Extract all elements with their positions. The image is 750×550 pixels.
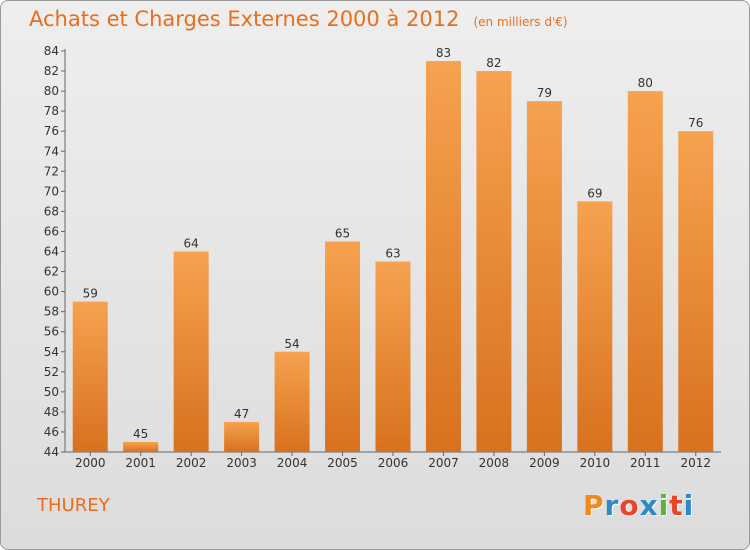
data-label-2010: 69 — [587, 186, 602, 200]
logo-letter: i — [683, 489, 695, 522]
bar-2000 — [72, 301, 108, 452]
y-tick-label: 84 — [44, 44, 59, 58]
data-label-2003: 47 — [234, 407, 249, 421]
proxiti-logo: Proxiti — [583, 489, 694, 522]
x-tick-label-2007: 2007 — [428, 456, 459, 470]
logo-letter: r — [604, 489, 620, 522]
chart-title: Achats et Charges Externes 2000 à 2012 — [29, 7, 460, 31]
bar-2008 — [476, 71, 512, 453]
y-tick-label: 72 — [44, 164, 59, 178]
chart-title-block: Achats et Charges Externes 2000 à 2012 (e… — [29, 7, 568, 31]
y-tick-label: 78 — [44, 104, 59, 118]
bar-2005 — [325, 241, 361, 452]
logo-letter: x — [639, 489, 659, 522]
data-label-2012: 76 — [688, 116, 703, 130]
y-tick-label: 82 — [44, 64, 59, 78]
y-tick-label: 46 — [44, 425, 59, 439]
bar-2004 — [274, 351, 310, 452]
data-label-2007: 83 — [436, 46, 451, 60]
logo-letter: o — [619, 489, 640, 522]
bar-2006 — [375, 261, 411, 452]
x-tick-label-2004: 2004 — [277, 456, 308, 470]
y-tick-label: 56 — [44, 325, 59, 339]
y-tick-label: 70 — [44, 184, 59, 198]
x-tick-label-2008: 2008 — [479, 456, 510, 470]
bar-2011 — [627, 91, 663, 452]
y-tick-label: 62 — [44, 265, 59, 279]
data-label-2011: 80 — [638, 76, 653, 90]
data-label-2001: 45 — [133, 427, 148, 441]
y-tick-label: 64 — [44, 245, 59, 259]
bar-2012 — [678, 131, 714, 452]
y-tick-label: 44 — [44, 445, 59, 459]
chart-subtitle: (en milliers d'€) — [473, 15, 568, 29]
bar-2003 — [224, 421, 260, 452]
data-label-2006: 63 — [385, 247, 400, 261]
bar-2010 — [577, 201, 613, 452]
x-tick-label-2006: 2006 — [378, 456, 409, 470]
y-tick-label: 50 — [44, 385, 59, 399]
x-tick-label-2011: 2011 — [630, 456, 661, 470]
bar-2002 — [173, 251, 209, 452]
data-label-2002: 64 — [184, 237, 199, 251]
y-tick-label: 74 — [44, 144, 59, 158]
x-tick-label-2005: 2005 — [327, 456, 358, 470]
x-tick-label-2001: 2001 — [125, 456, 156, 470]
chart-axes: 44 46 48 50 52 54 56 58 60 62 64 66 68 70 72 74 76 78 80 82… — [44, 44, 721, 470]
data-label-2008: 82 — [486, 56, 501, 70]
y-tick-label: 48 — [44, 405, 59, 419]
y-tick-label: 66 — [44, 224, 59, 238]
commune-name: THUREY — [37, 495, 110, 516]
y-tick-label: 54 — [44, 345, 59, 359]
logo-letter: i — [658, 489, 670, 522]
chart-bars: 59 45 64 47 54 65 63 83 82 79 69 80 76 — [72, 46, 714, 453]
data-label-2000: 59 — [83, 287, 98, 301]
data-label-2005: 65 — [335, 226, 350, 240]
bar-2001 — [123, 441, 159, 452]
data-label-2004: 54 — [284, 337, 299, 351]
data-label-2009: 79 — [537, 86, 552, 100]
x-tick-label-2012: 2012 — [680, 456, 711, 470]
x-tick-label-2000: 2000 — [75, 456, 106, 470]
bar-2007 — [425, 61, 461, 453]
y-tick-label: 80 — [44, 84, 59, 98]
logo-letter: t — [669, 489, 684, 522]
y-tick-label: 52 — [44, 365, 59, 379]
y-tick-label: 58 — [44, 305, 59, 319]
bar-2009 — [526, 101, 562, 452]
y-tick-label: 76 — [44, 124, 59, 138]
x-tick-label-2003: 2003 — [226, 456, 257, 470]
y-tick-label: 68 — [44, 204, 59, 218]
x-tick-label-2002: 2002 — [176, 456, 207, 470]
logo-letter: P — [583, 489, 605, 522]
x-tick-label-2010: 2010 — [580, 456, 611, 470]
y-tick-label: 60 — [44, 285, 59, 299]
x-tick-label-2009: 2009 — [529, 456, 560, 470]
